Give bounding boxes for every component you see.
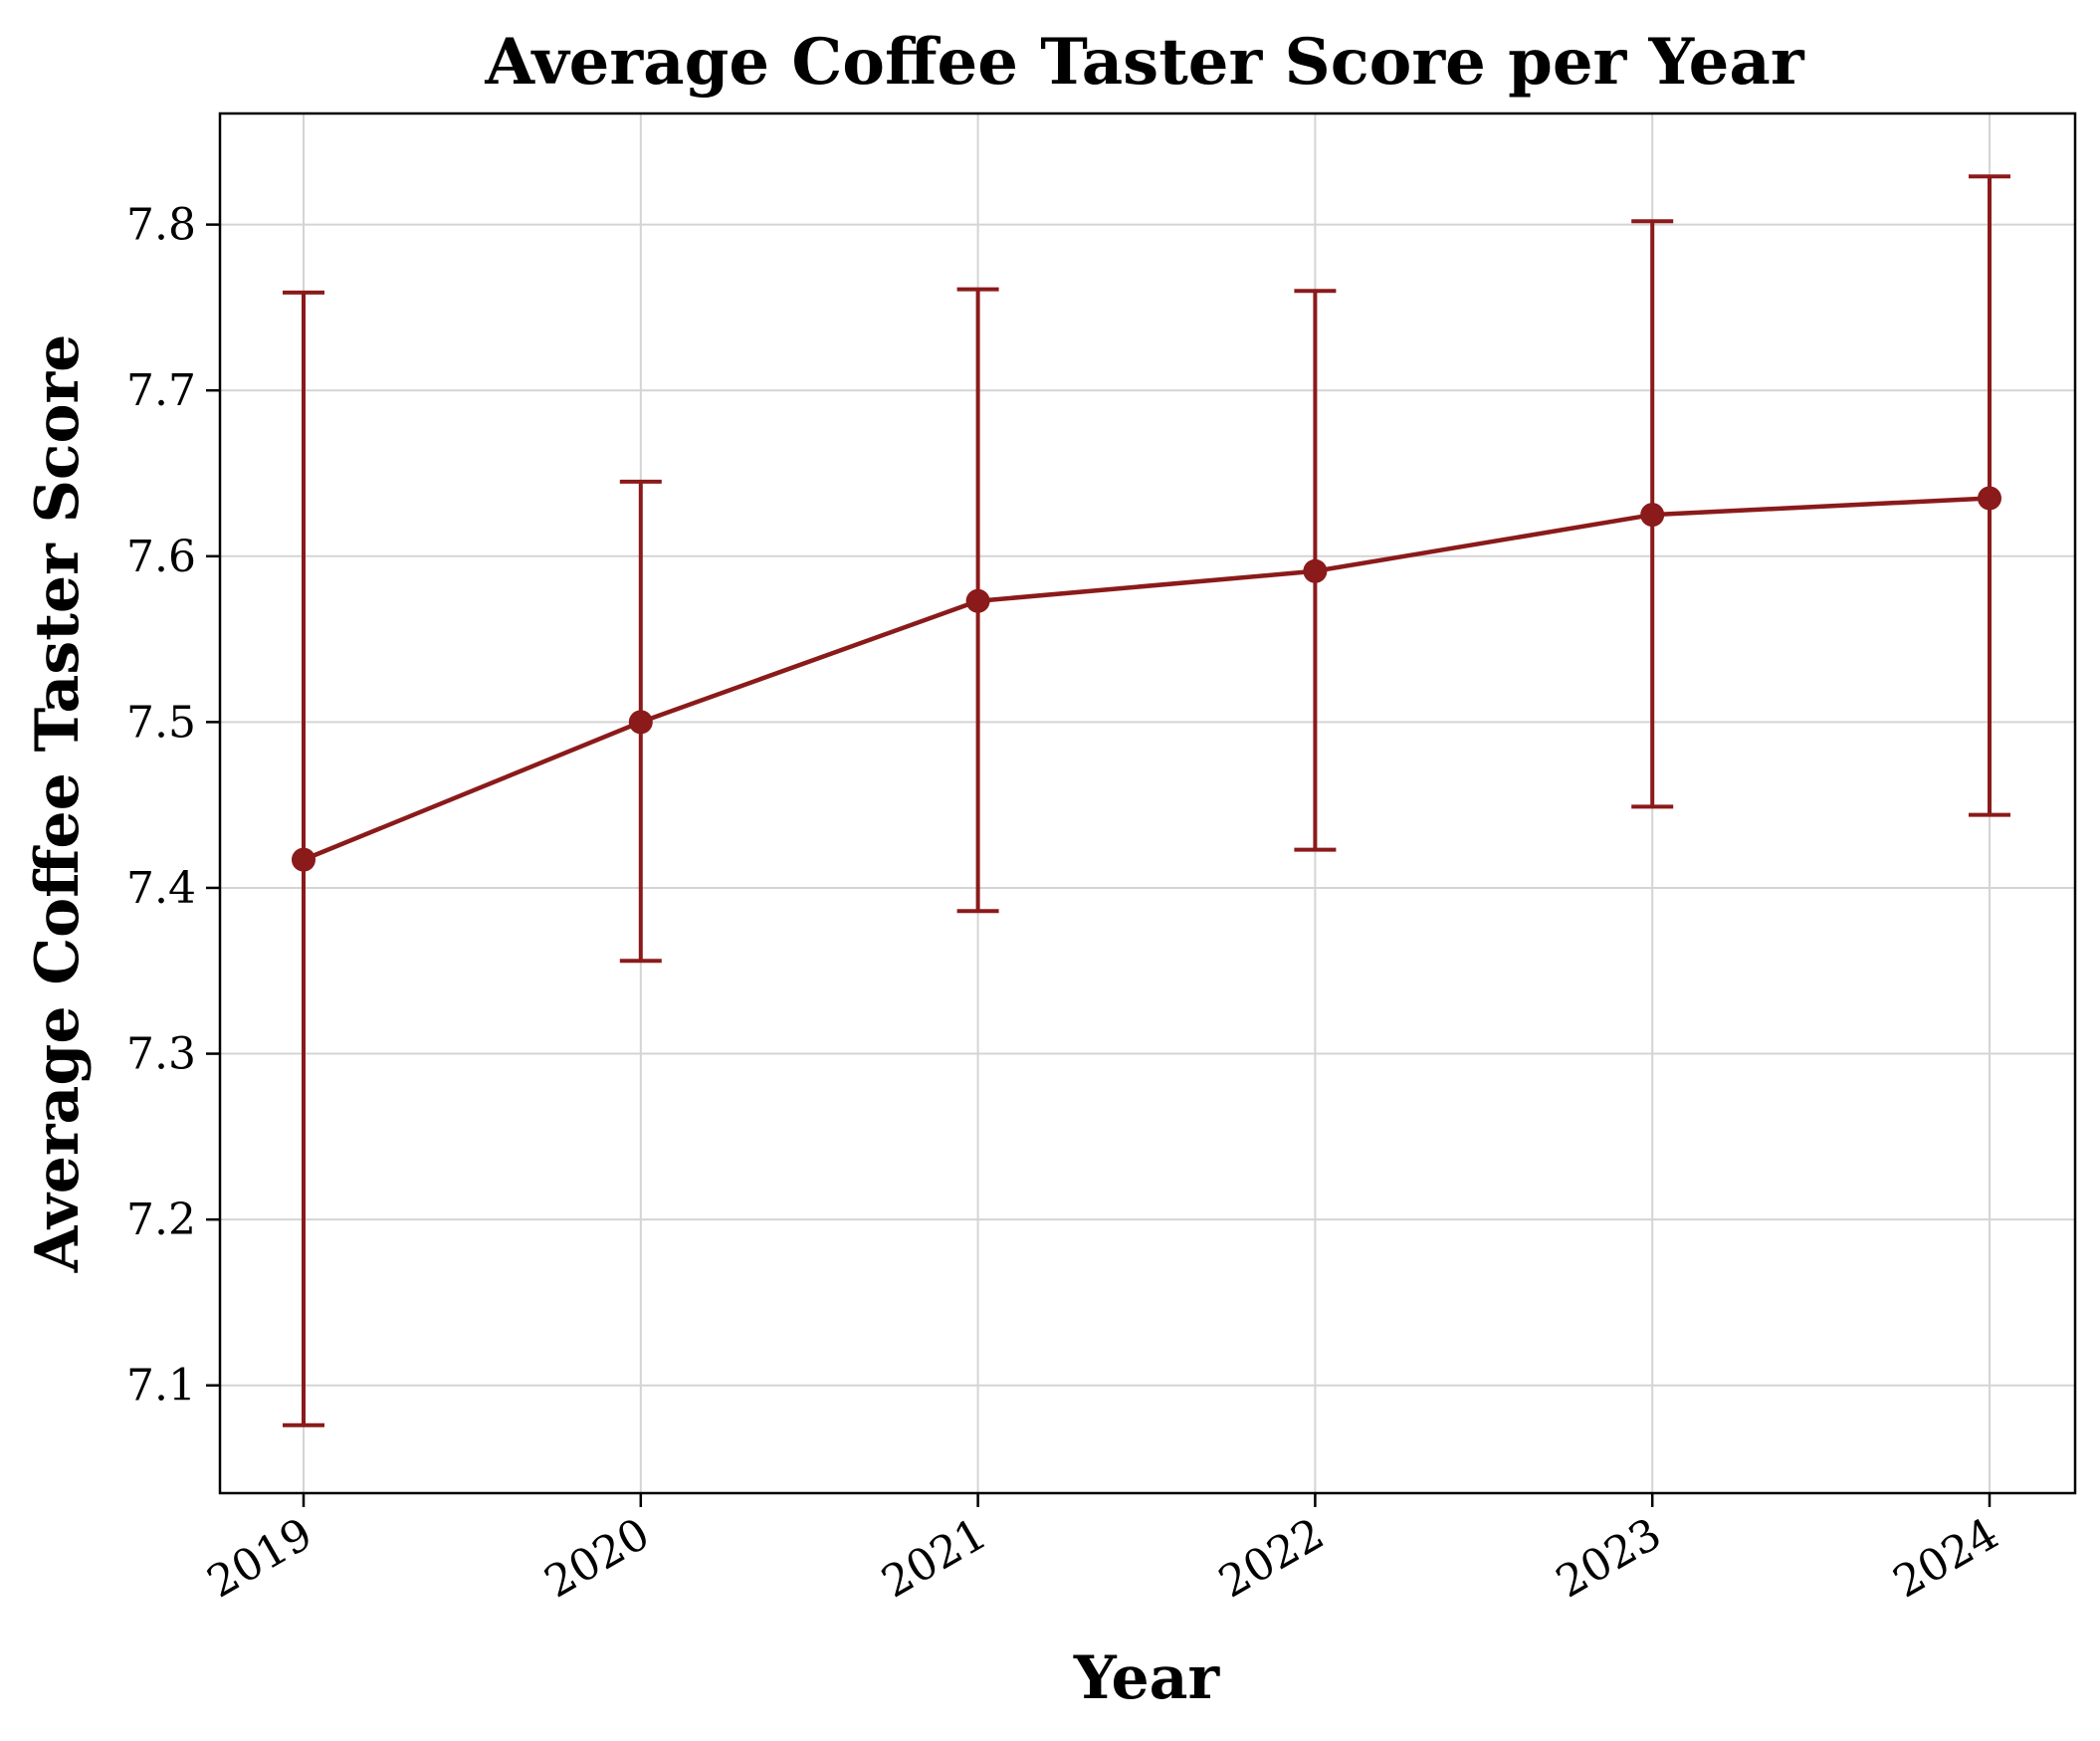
data-point — [1640, 503, 1665, 528]
y-tick-label: 7.3 — [126, 1029, 196, 1080]
x-tick-label: 2019 — [199, 1508, 320, 1608]
data-point — [1303, 558, 1328, 583]
plot-frame — [218, 111, 2077, 1495]
x-axis: 2019 2020 2021 2022 2023 2024 — [199, 1493, 2007, 1609]
chart-title: Average Coffee Taster Score per Year — [484, 25, 1804, 100]
x-tick-label: 2023 — [1548, 1508, 1669, 1608]
x-tick-label: 2021 — [874, 1508, 995, 1608]
y-axis: 7.1 7.2 7.3 7.4 7.5 7.6 7.7 7.8 — [126, 200, 220, 1412]
x-tick-label: 2024 — [1885, 1508, 2006, 1608]
x-tick-label: 2022 — [1210, 1508, 1332, 1608]
data-point — [1978, 486, 2001, 511]
data-point — [965, 588, 990, 613]
grid-layer — [220, 113, 2075, 1493]
x-tick-label: 2020 — [536, 1508, 658, 1608]
y-tick-label: 7.2 — [126, 1195, 196, 1245]
y-tick-label: 7.4 — [126, 863, 196, 914]
y-tick-label: 7.6 — [126, 532, 196, 582]
y-tick-label: 7.1 — [126, 1361, 196, 1412]
series-line — [303, 496, 1991, 862]
y-tick-label: 7.8 — [126, 200, 196, 251]
y-axis-label: Average Coffee Taster Score — [23, 334, 93, 1274]
y-tick-label: 7.7 — [126, 365, 196, 416]
x-axis-label: Year — [1073, 1643, 1221, 1713]
y-tick-label: 7.5 — [126, 697, 196, 748]
data-point — [292, 847, 315, 872]
data-point — [628, 710, 653, 735]
series-layer — [283, 174, 2010, 1427]
